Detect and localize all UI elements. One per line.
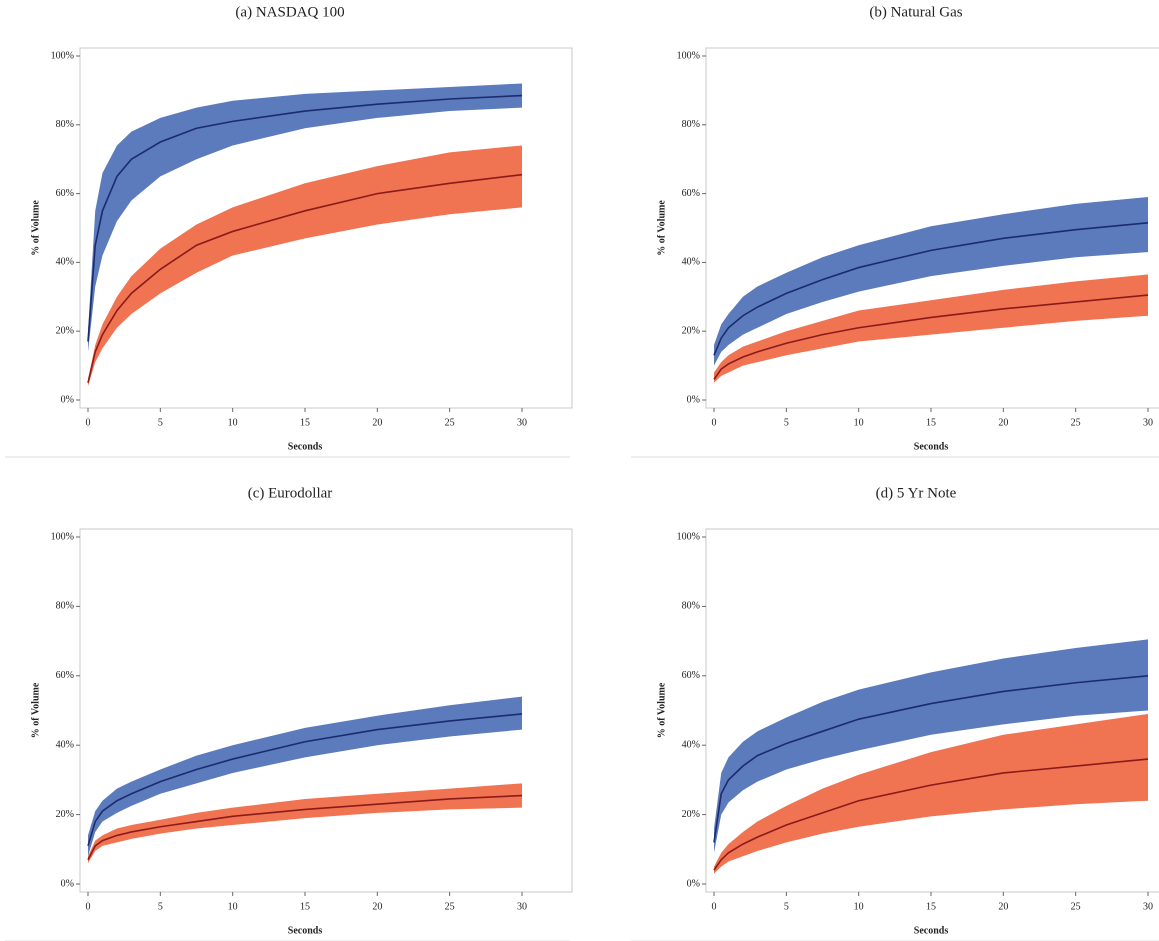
x-tick-label: 25 — [445, 417, 455, 428]
y-tick-label: 40% — [682, 257, 700, 268]
x-tick-label: 30 — [517, 417, 527, 428]
x-tick-label: 30 — [517, 901, 527, 912]
y-tick-label: 80% — [56, 119, 74, 130]
band-area — [714, 197, 1148, 366]
y-tick-label: 80% — [56, 601, 74, 612]
y-tick-label: 100% — [51, 50, 74, 61]
y-tick-label: 60% — [56, 188, 74, 199]
y-tick-label: 20% — [682, 325, 700, 336]
band-area — [88, 696, 522, 857]
band-area — [714, 639, 1148, 853]
y-tick-label: 0% — [61, 878, 74, 889]
band-area — [714, 713, 1148, 874]
x-axis-label: Seconds — [914, 925, 949, 936]
y-tick-label: 40% — [56, 257, 74, 268]
mean-line — [713, 758, 1149, 871]
subplot-title: (d) 5 Yr Note — [876, 485, 957, 501]
plot-frame — [705, 528, 1159, 893]
subplot: (a) NASDAQ 100 0% 20% 40% 60% 80% 100% 0 5 10 15 20… — [5, 4, 573, 458]
x-axis-label: Seconds — [914, 441, 949, 452]
band-area — [88, 783, 522, 864]
subplot-title: (b) Natural Gas — [869, 4, 962, 20]
subplot-title: (a) NASDAQ 100 — [235, 4, 344, 20]
mean-line — [87, 794, 523, 861]
y-tick-label: 80% — [682, 601, 700, 612]
band-area — [714, 274, 1148, 383]
x-tick-label: 25 — [445, 901, 455, 912]
x-tick-label: 25 — [1071, 417, 1081, 428]
y-tick-label: 100% — [51, 531, 74, 542]
y-tick-label: 60% — [682, 188, 700, 199]
plot-frame — [79, 47, 573, 409]
x-tick-label: 15 — [300, 417, 310, 428]
band-area — [88, 145, 522, 387]
subplot: (c) Eurodollar 0% 20% 40% 60% 80% 100% 0 5 10 15 20… — [5, 485, 573, 941]
x-tick-label: 0 — [86, 901, 91, 912]
y-tick-label: 20% — [56, 809, 74, 820]
subplot: (b) Natural Gas 0% 20% 40% 60% 80% 100% 0 5 10 15 2… — [631, 4, 1159, 458]
y-tick-label: 100% — [677, 50, 700, 61]
x-tick-label: 30 — [1143, 417, 1153, 428]
y-tick-label: 100% — [677, 531, 700, 542]
y-tick-label: 40% — [56, 739, 74, 750]
y-tick-label: 60% — [682, 670, 700, 681]
x-tick-label: 0 — [86, 417, 91, 428]
x-tick-label: 20 — [998, 417, 1008, 428]
x-axis-label: Seconds — [288, 925, 323, 936]
mean-line — [713, 294, 1149, 380]
x-tick-label: 15 — [300, 901, 310, 912]
y-axis-label: % of Volume — [656, 682, 667, 738]
y-tick-label: 80% — [682, 119, 700, 130]
x-tick-label: 20 — [372, 417, 382, 428]
x-tick-label: 25 — [1071, 901, 1081, 912]
x-tick-label: 20 — [998, 901, 1008, 912]
mean-line — [87, 173, 523, 383]
x-tick-label: 10 — [228, 901, 238, 912]
x-tick-label: 10 — [228, 417, 238, 428]
y-axis-label: % of Volume — [656, 200, 667, 256]
y-tick-label: 20% — [682, 809, 700, 820]
x-tick-label: 20 — [372, 901, 382, 912]
mean-line — [87, 713, 523, 847]
y-tick-label: 40% — [682, 739, 700, 750]
y-tick-label: 0% — [687, 878, 700, 889]
x-axis-label: Seconds — [288, 441, 323, 452]
subplot: (d) 5 Yr Note 0% 20% 40% 60% 80% 100% 0 5 10 15 20 2… — [631, 485, 1159, 941]
y-axis-label: % of Volume — [30, 200, 41, 256]
mean-line — [713, 222, 1149, 356]
mean-line — [87, 94, 523, 342]
y-tick-label: 0% — [687, 394, 700, 405]
x-tick-label: 5 — [158, 417, 163, 428]
y-tick-label: 0% — [61, 394, 74, 405]
y-tick-label: 60% — [56, 670, 74, 681]
mean-line — [713, 675, 1149, 843]
x-tick-label: 5 — [784, 901, 789, 912]
x-tick-label: 5 — [784, 417, 789, 428]
plot-frame — [705, 47, 1159, 409]
x-tick-label: 15 — [926, 901, 936, 912]
band-area — [88, 83, 522, 352]
y-axis-label: % of Volume — [30, 682, 41, 738]
x-tick-label: 10 — [854, 417, 864, 428]
subplot-title: (c) Eurodollar — [248, 485, 333, 501]
x-tick-label: 10 — [854, 901, 864, 912]
x-tick-label: 0 — [712, 417, 717, 428]
x-tick-label: 30 — [1143, 901, 1153, 912]
x-tick-label: 5 — [158, 901, 163, 912]
plot-frame — [79, 528, 573, 893]
x-tick-label: 0 — [712, 901, 717, 912]
x-tick-label: 15 — [926, 417, 936, 428]
y-tick-label: 20% — [56, 325, 74, 336]
